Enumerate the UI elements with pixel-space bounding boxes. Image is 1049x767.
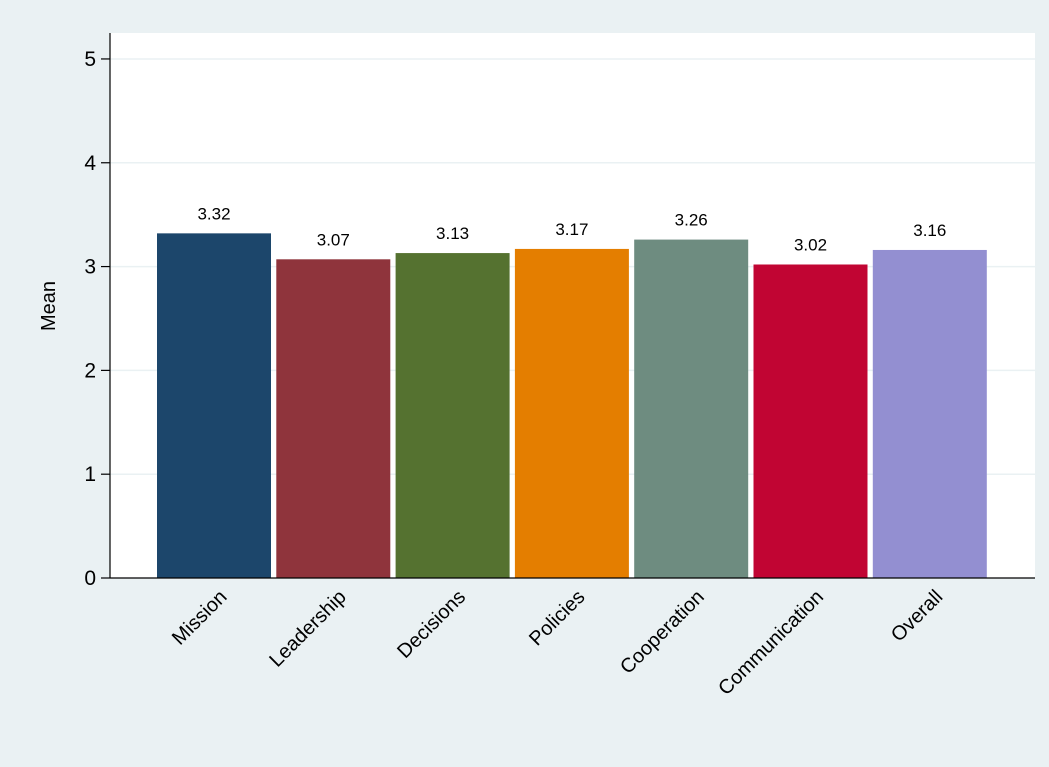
bar-mission xyxy=(157,233,271,578)
value-label: 3.32 xyxy=(197,204,230,223)
y-axis-title: Mean xyxy=(38,281,60,331)
bar-decisions xyxy=(395,253,510,579)
y-tick-label: 3 xyxy=(84,256,96,279)
y-tick-label: 5 xyxy=(84,48,96,71)
value-label: 3.26 xyxy=(675,211,708,230)
value-label: 3.17 xyxy=(555,220,588,239)
y-tick-label: 4 xyxy=(84,152,96,175)
y-ticks: 0 1 2 3 4 5 xyxy=(84,48,110,590)
value-label: 3.02 xyxy=(794,235,827,254)
value-label: 3.16 xyxy=(913,221,946,240)
bars xyxy=(157,233,987,579)
y-tick-label: 2 xyxy=(84,359,96,382)
bar-cooperation xyxy=(634,239,749,579)
y-tick-label: 1 xyxy=(84,463,96,486)
bar-overall xyxy=(872,249,987,578)
value-labels: 3.32 3.07 3.13 3.17 3.26 3.02 3.16 xyxy=(197,204,946,254)
y-tick-label: 0 xyxy=(84,567,96,590)
bar-communication xyxy=(753,264,868,578)
bar-policies xyxy=(514,248,629,578)
value-label: 3.13 xyxy=(436,224,469,243)
bar-leadership xyxy=(276,259,391,578)
value-label: 3.07 xyxy=(317,230,350,249)
